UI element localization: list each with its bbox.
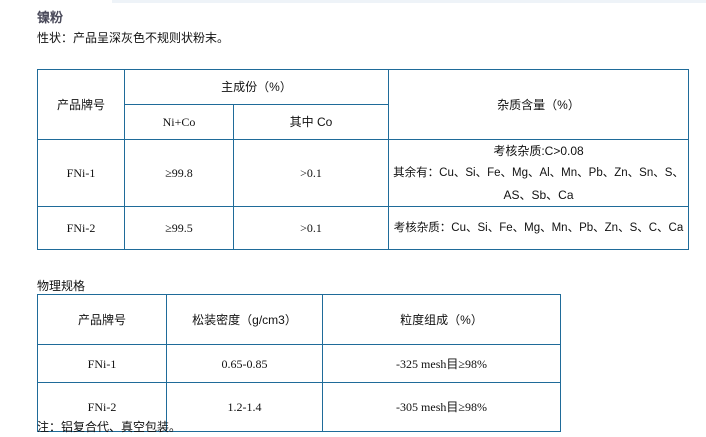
- header-main: 主成份（%）: [123, 69, 390, 105]
- impurity-line: 考核杂质：Cu、Si、Fe、Mg、Mn、Pb、Zn、S、C、Ca: [393, 222, 684, 234]
- header-particle: 粒度组成（%）: [322, 294, 561, 345]
- cell-impurity: 考核杂质:C>0.08 其余有：Cu、Si、Fe、Mg、Al、Mn、Pb、Zn、…: [388, 139, 690, 207]
- cell-impurity: 考核杂质：Cu、Si、Fe、Mg、Mn、Pb、Zn、S、C、Ca: [388, 206, 690, 250]
- impurity-line: 其余有：Cu、Si、Fe、Mg、Al、Mn、Pb、Zn、Sn、S、: [393, 167, 684, 179]
- top-strip: [112, 0, 706, 3]
- property-text: 性状：产品呈深灰色不规则状粉末。: [37, 31, 230, 45]
- physical-table: 产品牌号 松装密度（g/cm3） 粒度组成（%） FNi-1 0.65-0.85…: [37, 294, 561, 432]
- cell-nico: ≥99.8: [124, 139, 234, 207]
- cell-grade: FNi-2: [37, 382, 167, 432]
- cell-nico: ≥99.5: [124, 206, 234, 250]
- table-row: FNi-2 ≥99.5 >0.1 考核杂质：Cu、Si、Fe、Mg、Mn、Pb、…: [37, 206, 690, 250]
- cell-grade: FNi-2: [37, 206, 125, 250]
- table-row: FNi-2 1.2-1.4 -305 mesh目≥98%: [37, 382, 561, 432]
- page-title: 镍粉: [37, 10, 64, 25]
- impurity-line: 考核杂质:C>0.08: [493, 144, 584, 158]
- composition-table: 产品牌号 主成份（%） 杂质含量（%） Ni+Co 其中 Co FNi-1 ≥9…: [37, 69, 690, 250]
- header-nico: Ni+Co: [124, 104, 234, 140]
- impurity-line: AS、Sb、Ca: [503, 188, 574, 202]
- note-text: 注：铝复合代、真空包装。: [37, 420, 182, 434]
- cell-density: 0.65-0.85: [166, 344, 323, 383]
- cell-density: 1.2-1.4: [166, 382, 323, 432]
- cell-particle: -305 mesh目≥98%: [322, 382, 561, 432]
- header-grade: 产品牌号: [37, 69, 125, 140]
- header-grade: 产品牌号: [37, 294, 167, 345]
- cell-co: >0.1: [232, 139, 390, 207]
- header-density: 松装密度（g/cm3）: [166, 294, 323, 345]
- cell-grade: FNi-1: [37, 344, 167, 383]
- cell-particle: -325 mesh目≥98%: [322, 344, 561, 383]
- cell-grade: FNi-1: [37, 139, 125, 207]
- table-row: FNi-1 ≥99.8 >0.1 考核杂质:C>0.08 其余有：Cu、Si、F…: [37, 139, 690, 207]
- table-row: FNi-1 0.65-0.85 -325 mesh目≥98%: [37, 344, 561, 383]
- header-co: 其中 Co: [232, 104, 390, 140]
- physical-title: 物理规格: [37, 279, 86, 293]
- cell-co: >0.1: [232, 206, 390, 250]
- header-impurity: 杂质含量（%）: [388, 69, 690, 140]
